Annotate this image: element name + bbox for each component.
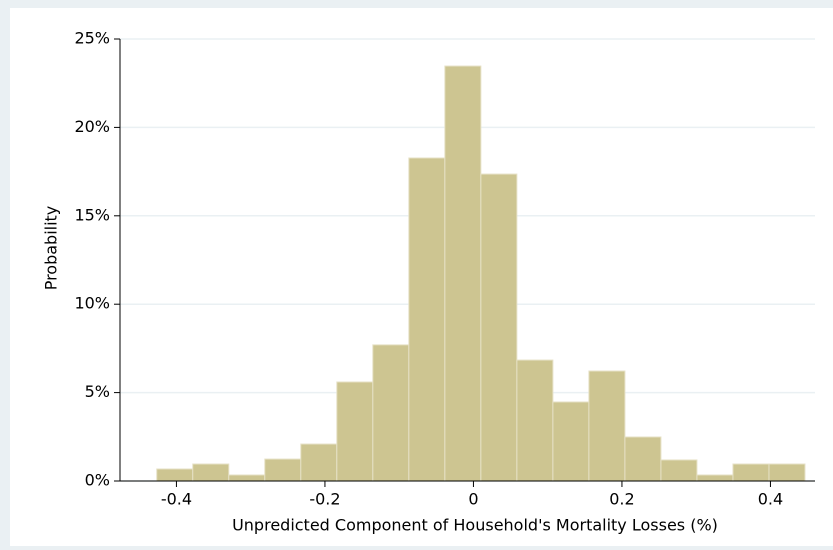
bar bbox=[660, 459, 698, 482]
bar bbox=[480, 173, 518, 482]
y-tick-label: 10% bbox=[74, 294, 110, 313]
bar bbox=[732, 463, 770, 482]
bar bbox=[300, 443, 338, 482]
x-tick-label: -0.2 bbox=[309, 490, 340, 509]
bar bbox=[516, 359, 554, 482]
y-tick-label: 20% bbox=[74, 117, 110, 136]
bar bbox=[336, 381, 374, 482]
bar bbox=[444, 65, 482, 482]
bar bbox=[624, 436, 662, 482]
x-tick-label: 0 bbox=[468, 490, 478, 509]
bar bbox=[408, 157, 446, 482]
y-tick-label: 15% bbox=[74, 205, 110, 224]
bar bbox=[264, 458, 302, 482]
x-tick-label: 0.4 bbox=[758, 490, 783, 509]
y-axis-label: Probability bbox=[42, 206, 61, 291]
bar bbox=[552, 401, 590, 482]
bar bbox=[228, 474, 266, 482]
bar bbox=[192, 463, 230, 482]
x-tick-label: -0.4 bbox=[161, 490, 192, 509]
y-tick-label: 5% bbox=[85, 382, 110, 401]
x-tick-label: 0.2 bbox=[609, 490, 634, 509]
bar bbox=[372, 344, 410, 482]
bar bbox=[696, 474, 734, 482]
bar bbox=[156, 468, 194, 482]
bar bbox=[588, 370, 626, 482]
y-tick-label: 25% bbox=[74, 29, 110, 48]
x-axis-label: Unpredicted Component of Household's Mor… bbox=[232, 516, 718, 535]
y-tick-label: 0% bbox=[85, 471, 110, 490]
bar bbox=[768, 463, 806, 482]
